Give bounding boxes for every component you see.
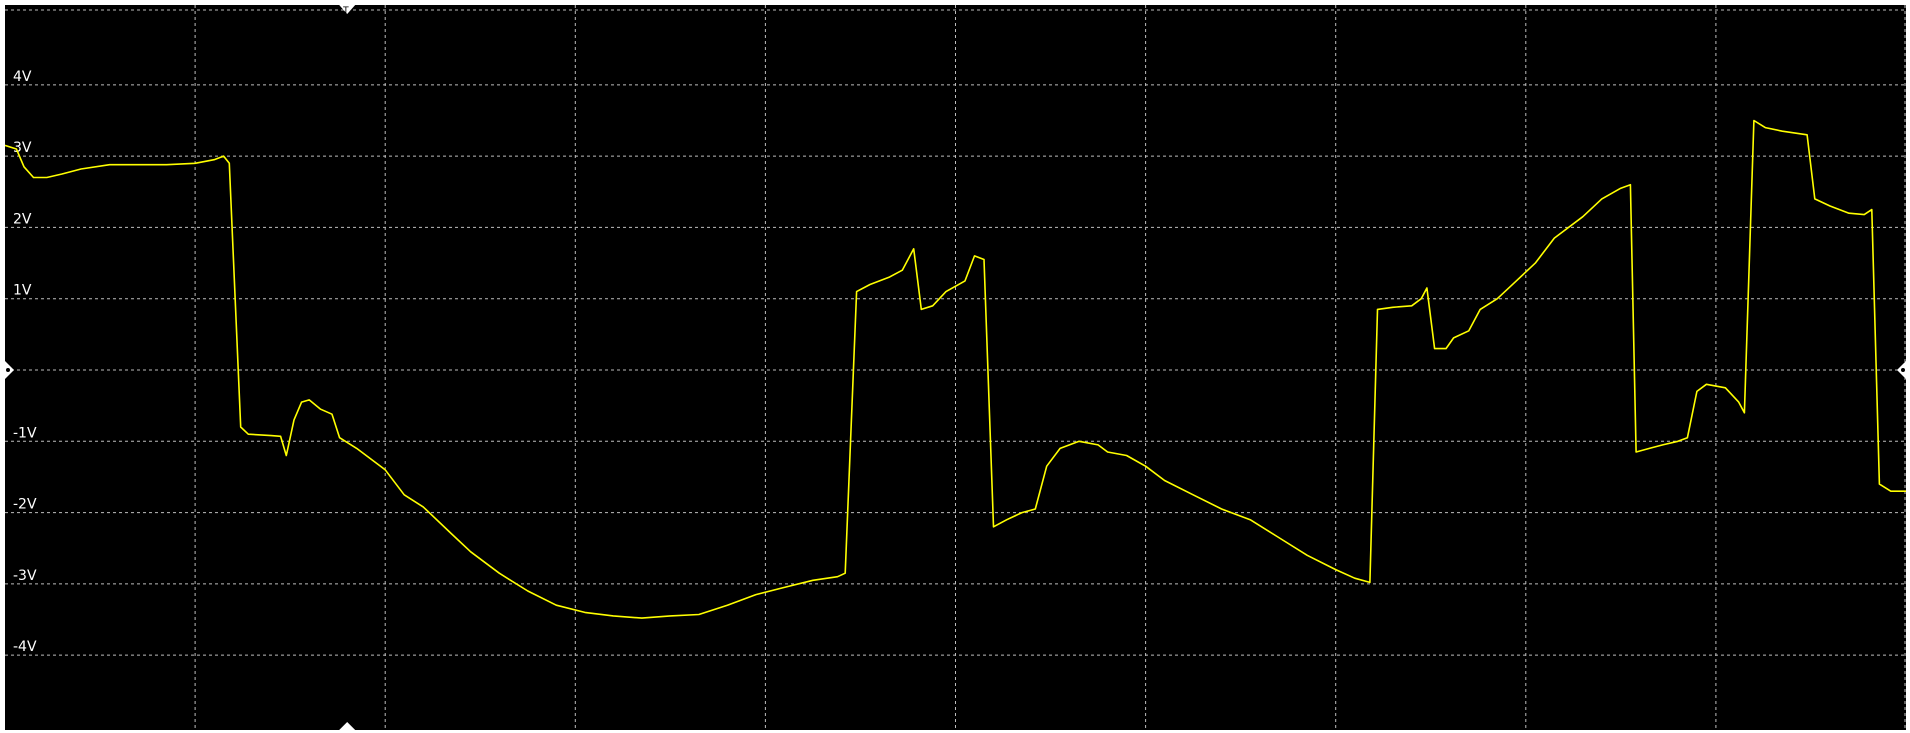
grid: [5, 5, 1906, 730]
trigger-marker-bottom-icon[interactable]: [339, 722, 356, 730]
y-tick-label: 2V: [13, 211, 32, 227]
waveform-trace: [5, 119, 1906, 619]
y-tick-label: -3V: [13, 568, 37, 584]
trace-group: [5, 119, 1906, 619]
y-tick-label: -4V: [13, 639, 37, 655]
y-tick-label: -1V: [13, 425, 37, 441]
y-tick-label: 4V: [13, 69, 32, 85]
trigger-label: T: [342, 6, 349, 16]
ground-marker-right-icon[interactable]: [1897, 361, 1906, 379]
y-tick-label: 1V: [13, 283, 32, 299]
y-tick-label: -2V: [13, 497, 37, 513]
trigger-marker-top-icon[interactable]: T: [339, 5, 356, 16]
oscilloscope-screen: 4V 3V 2V 1V -1V -2V -3V -4V T: [5, 5, 1906, 730]
markers: T: [5, 5, 1906, 730]
ground-marker-left-icon[interactable]: [5, 361, 14, 379]
